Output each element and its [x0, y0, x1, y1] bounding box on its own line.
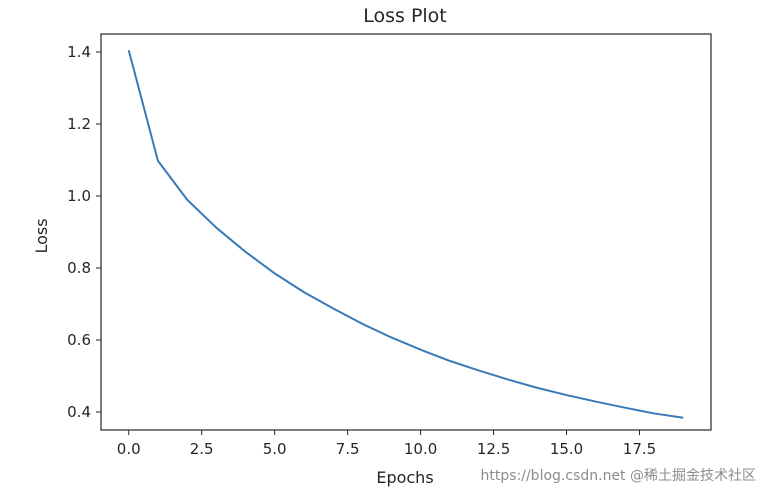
watermark-text: https://blog.csdn.net @稀土掘金技术社区	[480, 468, 757, 484]
x-tick-label: 12.5	[477, 440, 510, 458]
x-axis: 0.0 2.5 5.0 7.5 10.0 12.5 15.0 17.5	[117, 430, 656, 458]
plot-area	[100, 33, 712, 431]
y-tick-label: 0.4	[67, 403, 91, 421]
x-axis-label: Epochs	[376, 468, 433, 487]
y-tick-label: 0.6	[67, 331, 91, 349]
x-tick-label: 7.5	[336, 440, 360, 458]
x-tick-label: 17.5	[623, 440, 656, 458]
y-tick-label: 1.0	[67, 187, 91, 205]
y-axis: 0.4 0.6 0.8 1.0 1.2 1.4	[67, 43, 101, 421]
chart-title: Loss Plot	[363, 5, 447, 27]
series-line-0	[127, 49, 684, 419]
y-axis-label: Loss	[32, 218, 51, 253]
x-tick-label: 0.0	[117, 440, 141, 458]
y-tick-label: 1.4	[67, 43, 91, 61]
plot-frame	[100, 33, 712, 431]
x-tick-label: 15.0	[550, 440, 583, 458]
x-tick-label: 5.0	[263, 440, 287, 458]
y-tick-label: 0.8	[67, 259, 91, 277]
y-tick-label: 1.2	[67, 115, 91, 133]
x-tick-label: 2.5	[190, 440, 214, 458]
x-tick-label: 10.0	[404, 440, 437, 458]
